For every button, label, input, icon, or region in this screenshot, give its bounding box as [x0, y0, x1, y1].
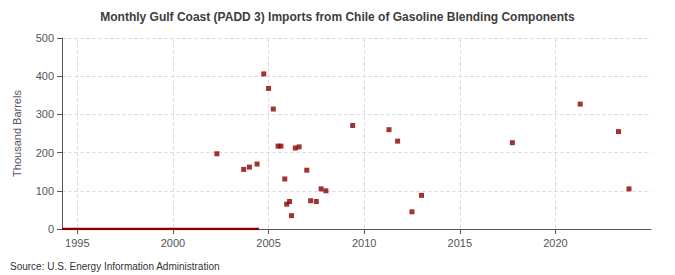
svg-text:Source: U.S. Energy Informatio: Source: U.S. Energy Information Administ…	[10, 261, 220, 272]
svg-text:2015: 2015	[448, 237, 472, 249]
svg-text:2000: 2000	[161, 237, 185, 249]
svg-text:Thousand Barrels: Thousand Barrels	[11, 90, 23, 177]
svg-text:2020: 2020	[543, 237, 567, 249]
svg-text:1995: 1995	[65, 237, 89, 249]
svg-text:0: 0	[48, 223, 54, 235]
svg-text:2005: 2005	[256, 237, 280, 249]
svg-text:400: 400	[36, 70, 54, 82]
svg-text:500: 500	[36, 32, 54, 44]
svg-text:300: 300	[36, 108, 54, 120]
svg-text:200: 200	[36, 147, 54, 159]
svg-text:Monthly Gulf Coast (PADD 3) Im: Monthly Gulf Coast (PADD 3) Imports from…	[100, 10, 575, 24]
svg-text:2010: 2010	[352, 237, 376, 249]
svg-text:100: 100	[36, 185, 54, 197]
